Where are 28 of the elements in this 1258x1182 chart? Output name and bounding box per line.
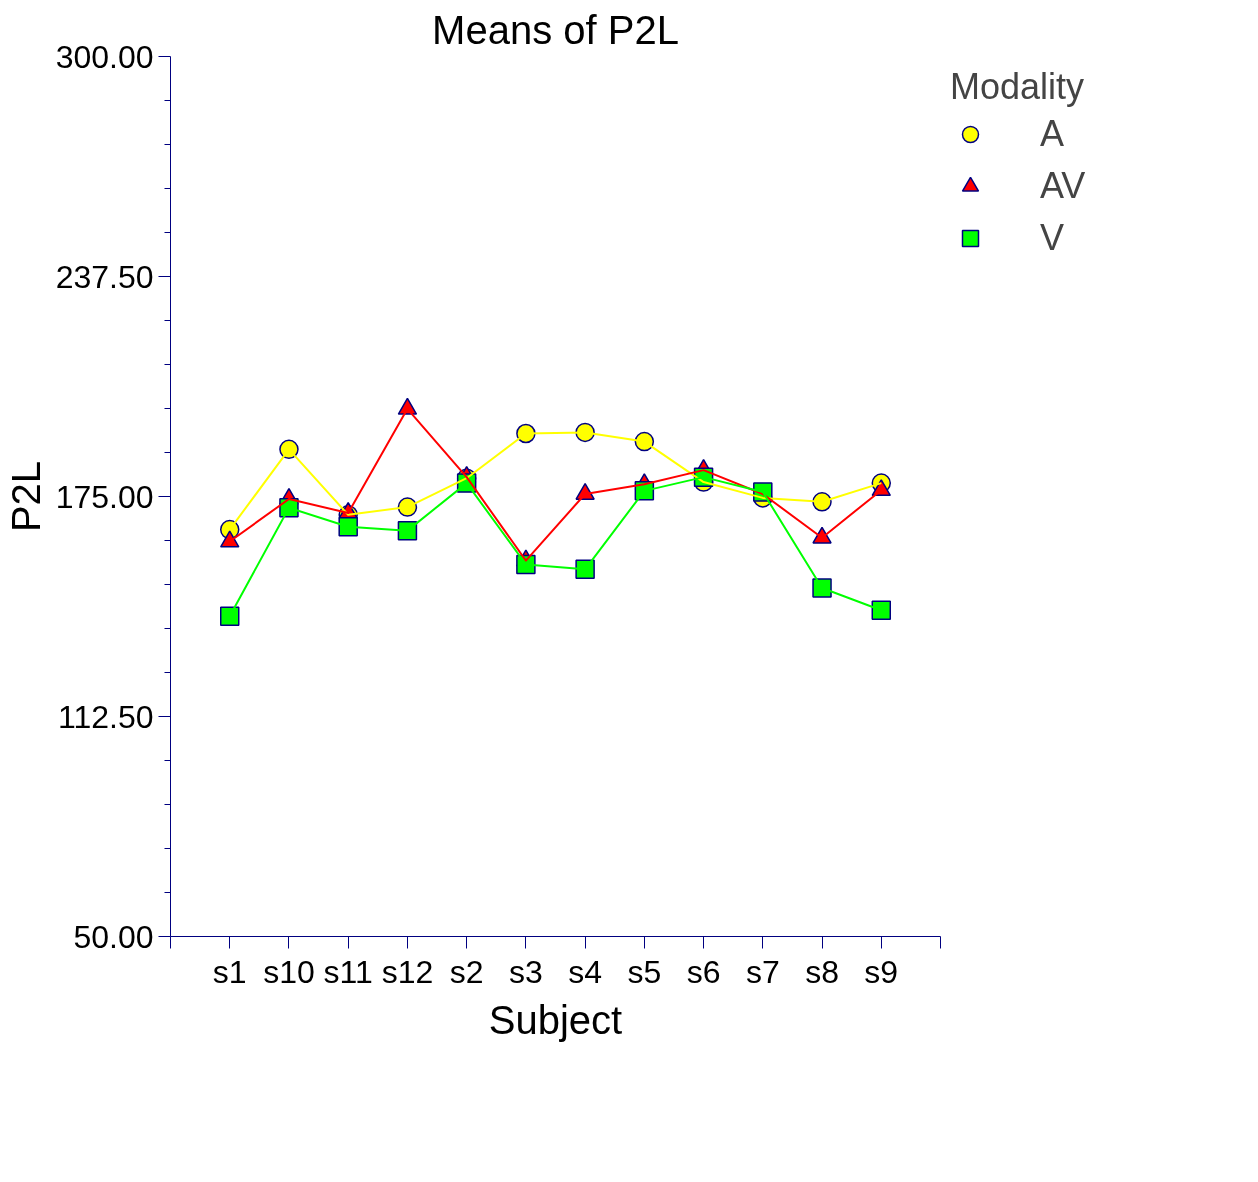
chart-title: Means of P2L xyxy=(432,7,679,52)
y-tick-label: 300.00 xyxy=(55,38,154,75)
x-tick-label: s4 xyxy=(568,953,603,990)
x-axis-title: Subject xyxy=(488,997,623,1042)
x-tick-label: s8 xyxy=(805,953,839,990)
point xyxy=(219,606,240,626)
point xyxy=(338,517,358,537)
y-tick-label: 175.00 xyxy=(55,478,154,515)
y-tick-label: 112.50 xyxy=(58,698,154,735)
legend-label: A xyxy=(1040,113,1065,155)
x-tick-label: s6 xyxy=(686,953,721,990)
x-tick-label: s1 xyxy=(212,953,247,990)
x-tick-label: s12 xyxy=(381,953,434,990)
legend-label: V xyxy=(1040,217,1065,259)
x-tick-label: s7 xyxy=(745,953,780,990)
x-tick-label: s11 xyxy=(323,953,373,990)
legend-label: AV xyxy=(1040,165,1086,207)
x-tick-label: s2 xyxy=(449,953,484,990)
y-tick-label: 50.00 xyxy=(73,918,154,955)
legend-title: Modality xyxy=(950,66,1086,108)
x-tick-label: s5 xyxy=(627,953,662,990)
point xyxy=(871,600,892,620)
y-axis-title: P2L xyxy=(3,460,48,533)
point xyxy=(812,578,832,598)
x-tick-label: s9 xyxy=(864,953,899,990)
x-tick-label: s10 xyxy=(263,953,315,990)
y-tick-label: 237.50 xyxy=(55,258,154,295)
x-tick-label: s3 xyxy=(508,953,543,990)
